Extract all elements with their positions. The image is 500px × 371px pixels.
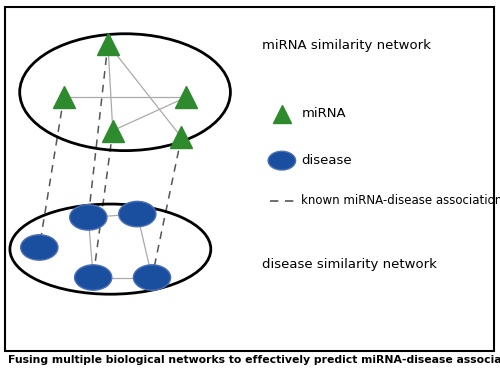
Text: miRNA similarity network: miRNA similarity network [262,39,431,52]
Circle shape [118,201,156,227]
Text: Fusing multiple biological networks to effectively predict miRNA-disease associa: Fusing multiple biological networks to e… [8,355,500,365]
Text: known miRNA-disease association: known miRNA-disease association [302,194,500,207]
Circle shape [20,235,58,260]
Text: miRNA: miRNA [302,107,346,121]
Text: disease similarity network: disease similarity network [262,257,437,271]
Circle shape [70,205,107,230]
Text: disease: disease [302,154,352,167]
Circle shape [268,151,295,170]
Circle shape [134,265,170,290]
Circle shape [74,265,112,290]
